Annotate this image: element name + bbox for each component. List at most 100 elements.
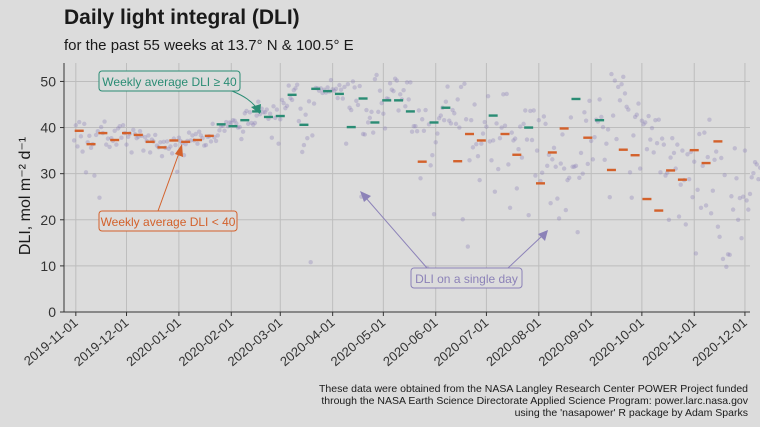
daily-point xyxy=(599,114,604,120)
daily-point xyxy=(286,83,291,88)
daily-point xyxy=(685,152,690,157)
daily-point xyxy=(587,98,592,104)
daily-point xyxy=(114,142,119,147)
daily-point xyxy=(531,108,536,113)
daily-point xyxy=(261,110,266,115)
daily-point xyxy=(352,85,357,90)
daily-point xyxy=(479,141,484,146)
daily-point xyxy=(697,131,702,137)
daily-point xyxy=(450,107,455,113)
daily-point xyxy=(254,113,259,118)
daily-point xyxy=(626,107,631,112)
daily-point xyxy=(408,80,413,85)
daily-point xyxy=(88,145,94,151)
y-tick-label: 30 xyxy=(40,166,56,182)
daily-point xyxy=(602,157,607,163)
annotation-daily-box xyxy=(410,267,523,289)
daily-point xyxy=(617,98,623,103)
daily-point xyxy=(501,92,506,97)
x-tick-label: 2020-01-01 xyxy=(123,315,184,369)
daily-point xyxy=(754,162,759,167)
daily-point xyxy=(73,123,79,128)
daily-point xyxy=(700,163,705,169)
daily-point xyxy=(631,133,636,138)
daily-point xyxy=(161,139,166,145)
daily-point xyxy=(512,136,518,141)
daily-point xyxy=(487,139,492,144)
daily-point xyxy=(296,118,302,124)
daily-point xyxy=(190,133,195,138)
daily-point xyxy=(274,107,280,112)
annotation-low-arrow xyxy=(157,152,180,212)
daily-point xyxy=(585,161,590,167)
daily-point xyxy=(423,107,428,113)
daily-point xyxy=(653,117,658,123)
daily-point xyxy=(746,207,751,212)
daily-point xyxy=(555,196,560,201)
daily-point xyxy=(516,147,521,152)
daily-point xyxy=(661,142,667,147)
daily-point xyxy=(433,140,438,145)
daily-point xyxy=(159,153,165,159)
daily-point xyxy=(117,123,122,129)
daily-point xyxy=(575,230,580,235)
daily-point xyxy=(251,122,256,127)
daily-point xyxy=(533,173,538,178)
annotation-daily: DLI on a single day xyxy=(360,191,548,289)
annotation-daily-arrowhead-left xyxy=(360,191,371,202)
daily-point xyxy=(229,120,234,126)
daily-point xyxy=(580,171,585,176)
daily-point xyxy=(409,129,415,134)
daily-point xyxy=(445,84,450,89)
daily-point xyxy=(289,97,295,103)
daily-point xyxy=(528,108,533,114)
annotation-low: Weekly average DLI < 40 xyxy=(98,144,238,232)
daily-point xyxy=(158,140,163,145)
daily-point xyxy=(131,127,136,133)
daily-point xyxy=(735,217,741,222)
daily-point xyxy=(374,72,379,78)
daily-point xyxy=(472,102,477,107)
daily-point xyxy=(523,108,528,113)
daily-point xyxy=(343,141,349,146)
daily-point xyxy=(234,121,239,126)
daily-point xyxy=(413,123,418,129)
daily-point xyxy=(365,120,371,125)
daily-point xyxy=(506,162,511,167)
daily-point xyxy=(683,222,688,227)
daily-point xyxy=(610,113,616,118)
y-tick-label: 10 xyxy=(40,258,56,274)
daily-point xyxy=(149,137,155,142)
daily-point xyxy=(712,157,717,163)
daily-point xyxy=(414,129,420,134)
daily-point xyxy=(717,234,722,240)
daily-point xyxy=(644,147,650,152)
daily-point xyxy=(97,195,102,200)
daily-point xyxy=(301,142,307,148)
daily-point xyxy=(484,124,489,129)
x-tick-label: 2020-10-01 xyxy=(586,315,647,369)
daily-point xyxy=(342,84,347,90)
daily-point xyxy=(371,130,376,135)
daily-point xyxy=(724,264,729,270)
daily-point xyxy=(719,155,724,161)
daily-point xyxy=(734,176,739,181)
daily-point xyxy=(641,122,646,127)
daily-point xyxy=(357,83,362,89)
annotation-high-arrowhead xyxy=(251,104,261,114)
daily-point xyxy=(411,123,416,129)
daily-point xyxy=(71,138,77,143)
daily-point xyxy=(470,145,476,150)
annotation-low-box xyxy=(98,210,238,232)
x-tick-label: 2020-08-01 xyxy=(483,315,544,369)
daily-point xyxy=(612,78,618,83)
daily-point xyxy=(381,111,386,116)
daily-point xyxy=(137,129,143,134)
daily-point xyxy=(565,177,570,183)
data-source-caption: These data were obtained from the NASA L… xyxy=(319,383,748,419)
daily-point xyxy=(583,118,589,123)
daily-point xyxy=(496,166,501,172)
daily-point xyxy=(367,115,373,121)
daily-point xyxy=(725,252,731,257)
daily-point xyxy=(511,138,516,143)
